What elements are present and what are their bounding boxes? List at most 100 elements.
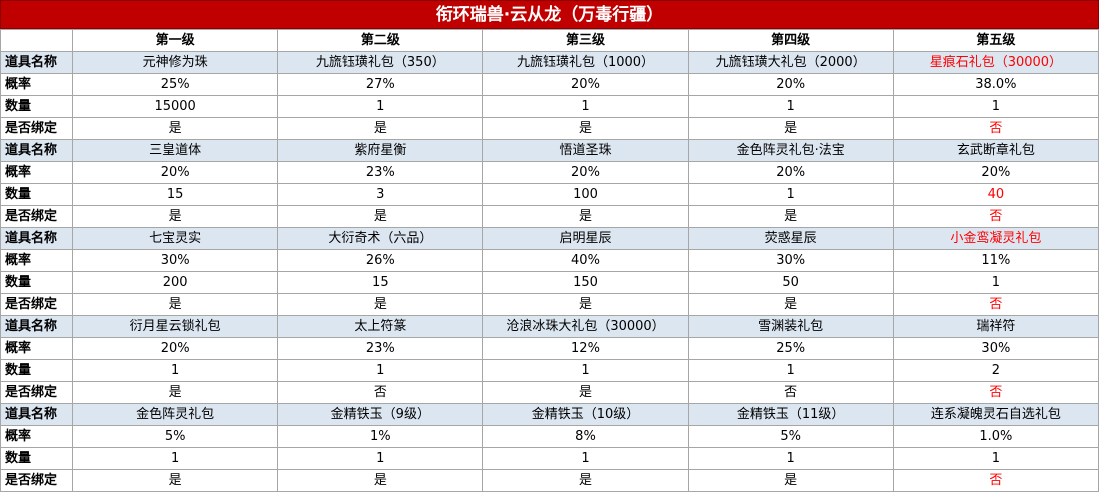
row-label-rate: 概率 — [0, 425, 74, 448]
cell-name-level-3: 悟道圣珠 — [482, 139, 689, 162]
cell-qty-level-4: 50 — [687, 271, 894, 294]
cell-qty-level-1: 15000 — [72, 95, 279, 118]
row-name: 道具名称 衍月星云锁礼包 太上符篆 沧浪冰珠大礼包（30000） 雪渊装礼包 瑞祥符 — [0, 315, 1099, 338]
cell-qty-level-3: 100 — [482, 183, 689, 206]
cell-rate-level-3: 20% — [482, 73, 689, 96]
cell-bound-level-4: 是 — [687, 117, 894, 140]
cell-name-level-1: 三皇道体 — [72, 139, 279, 162]
row-qty: 数量 200 15 150 50 1 — [0, 271, 1099, 294]
cell-rate-level-4: 25% — [687, 337, 894, 360]
cell-rate-level-2: 26% — [277, 249, 484, 272]
cell-name-level-3: 沧浪冰珠大礼包（30000） — [482, 315, 689, 338]
cell-rate-level-3: 12% — [482, 337, 689, 360]
row-qty: 数量 15 3 100 1 40 — [0, 183, 1099, 206]
cell-bound-level-1: 是 — [72, 117, 279, 140]
row-label-qty: 数量 — [0, 271, 74, 294]
cell-rate-level-2: 23% — [277, 161, 484, 184]
cell-rate-level-3: 40% — [482, 249, 689, 272]
row-bound: 是否绑定是是是是否 — [0, 293, 1099, 316]
row-label-name: 道具名称 — [0, 227, 74, 250]
cell-rate-level-1: 20% — [72, 337, 279, 360]
cell-name-level-1: 七宝灵实 — [72, 227, 279, 250]
cell-qty-level-4: 1 — [687, 95, 894, 118]
cell-name-level-4: 雪渊装礼包 — [687, 315, 894, 338]
cell-bound-level-2: 否 — [277, 381, 484, 404]
row-rate: 概率 20% 23% 12% 25% 30% — [0, 337, 1099, 360]
cell-qty-level-3: 1 — [482, 359, 689, 382]
cell-bound-level-3: 是 — [482, 469, 689, 492]
cell-name-level-2: 九旒钰璜礼包（350） — [277, 51, 484, 74]
cell-qty-level-3: 1 — [482, 447, 689, 470]
row-rate: 概率 20% 23% 20% 20% 20% — [0, 161, 1099, 184]
cell-qty-level-4: 1 — [687, 359, 894, 382]
row-bound: 是否绑定是是是是否 — [0, 469, 1099, 492]
cell-rate-level-1: 20% — [72, 161, 279, 184]
cell-bound-level-3: 是 — [482, 381, 689, 404]
cell-name-level-2: 太上符篆 — [277, 315, 484, 338]
cell-name-level-5: 瑞祥符 — [892, 315, 1099, 338]
row-qty: 数量 1 1 1 1 1 — [0, 447, 1099, 470]
cell-name-level-3: 九旒钰璜礼包（1000） — [482, 51, 689, 74]
row-label-rate: 概率 — [0, 161, 74, 184]
cell-name-level-2: 金精铁玉（9级） — [277, 403, 484, 426]
cell-rate-level-1: 5% — [72, 425, 279, 448]
cell-rate-level-4: 5% — [687, 425, 894, 448]
row-name: 道具名称 七宝灵实 大衍奇术（六品） 启明星辰 荧惑星辰 小金鸾凝灵礼包 — [0, 227, 1099, 250]
cell-rate-level-5: 30% — [892, 337, 1099, 360]
cell-qty-level-3: 150 — [482, 271, 689, 294]
cell-rate-level-3: 8% — [482, 425, 689, 448]
cell-rate-level-5: 20% — [892, 161, 1099, 184]
row-label-bound: 是否绑定 — [0, 469, 74, 492]
row-label-rate: 概率 — [0, 337, 74, 360]
reward-table: 第一级 第二级 第三级 第四级 第五级 道具名称 元神修为珠 九旒钰璜礼包（350）… — [0, 29, 1099, 492]
cell-qty-level-2: 3 — [277, 183, 484, 206]
cell-bound-level-1: 是 — [72, 293, 279, 316]
cell-name-level-1: 金色阵灵礼包 — [72, 403, 279, 426]
cell-name-level-5: 星痕石礼包（30000） — [892, 51, 1099, 74]
cell-rate-level-3: 20% — [482, 161, 689, 184]
cell-rate-level-4: 20% — [687, 161, 894, 184]
row-name: 道具名称 元神修为珠 九旒钰璜礼包（350） 九旒钰璜礼包（1000） 九旒钰璜大礼包（… — [0, 51, 1099, 74]
cell-name-level-4: 金色阵灵礼包·法宝 — [687, 139, 894, 162]
cell-bound-level-4: 是 — [687, 293, 894, 316]
cell-qty-level-2: 1 — [277, 359, 484, 382]
cell-rate-level-2: 1% — [277, 425, 484, 448]
cell-bound-level-2: 是 — [277, 205, 484, 228]
row-rate: 概率 30% 26% 40% 30% 11% — [0, 249, 1099, 272]
cell-qty-level-5: 1 — [892, 447, 1099, 470]
cell-name-level-1: 元神修为珠 — [72, 51, 279, 74]
header-cell-level-2: 第二级 — [277, 29, 484, 52]
cell-rate-level-4: 20% — [687, 73, 894, 96]
cell-bound-level-4: 是 — [687, 205, 894, 228]
row-label-bound: 是否绑定 — [0, 117, 74, 140]
cell-qty-level-4: 1 — [687, 183, 894, 206]
header-row: 第一级 第二级 第三级 第四级 第五级 — [0, 29, 1099, 52]
cell-rate-level-1: 25% — [72, 73, 279, 96]
cell-name-level-4: 九旒钰璜大礼包（2000） — [687, 51, 894, 74]
cell-bound-level-5: 否 — [892, 205, 1099, 228]
row-name: 道具名称 三皇道体 紫府星衡 悟道圣珠 金色阵灵礼包·法宝 玄武断章礼包 — [0, 139, 1099, 162]
cell-bound-level-4: 否 — [687, 381, 894, 404]
cell-qty-level-5: 1 — [892, 271, 1099, 294]
cell-rate-level-5: 1.0% — [892, 425, 1099, 448]
cell-qty-level-5: 1 — [892, 95, 1099, 118]
cell-qty-level-1: 200 — [72, 271, 279, 294]
cell-qty-level-5: 40 — [892, 183, 1099, 206]
cell-name-level-5: 小金鸾凝灵礼包 — [892, 227, 1099, 250]
cell-bound-level-1: 是 — [72, 381, 279, 404]
cell-rate-level-2: 27% — [277, 73, 484, 96]
cell-rate-level-2: 23% — [277, 337, 484, 360]
header-cell-level-1: 第一级 — [72, 29, 279, 52]
row-label-bound: 是否绑定 — [0, 381, 74, 404]
cell-bound-level-2: 是 — [277, 293, 484, 316]
cell-qty-level-2: 1 — [277, 447, 484, 470]
header-cell-corner — [0, 29, 74, 52]
row-qty: 数量 15000 1 1 1 1 — [0, 95, 1099, 118]
row-label-qty: 数量 — [0, 447, 74, 470]
cell-name-level-2: 紫府星衡 — [277, 139, 484, 162]
cell-name-level-5: 连系凝魄灵石自选礼包 — [892, 403, 1099, 426]
cell-qty-level-2: 1 — [277, 95, 484, 118]
cell-bound-level-5: 否 — [892, 469, 1099, 492]
row-label-name: 道具名称 — [0, 403, 74, 426]
